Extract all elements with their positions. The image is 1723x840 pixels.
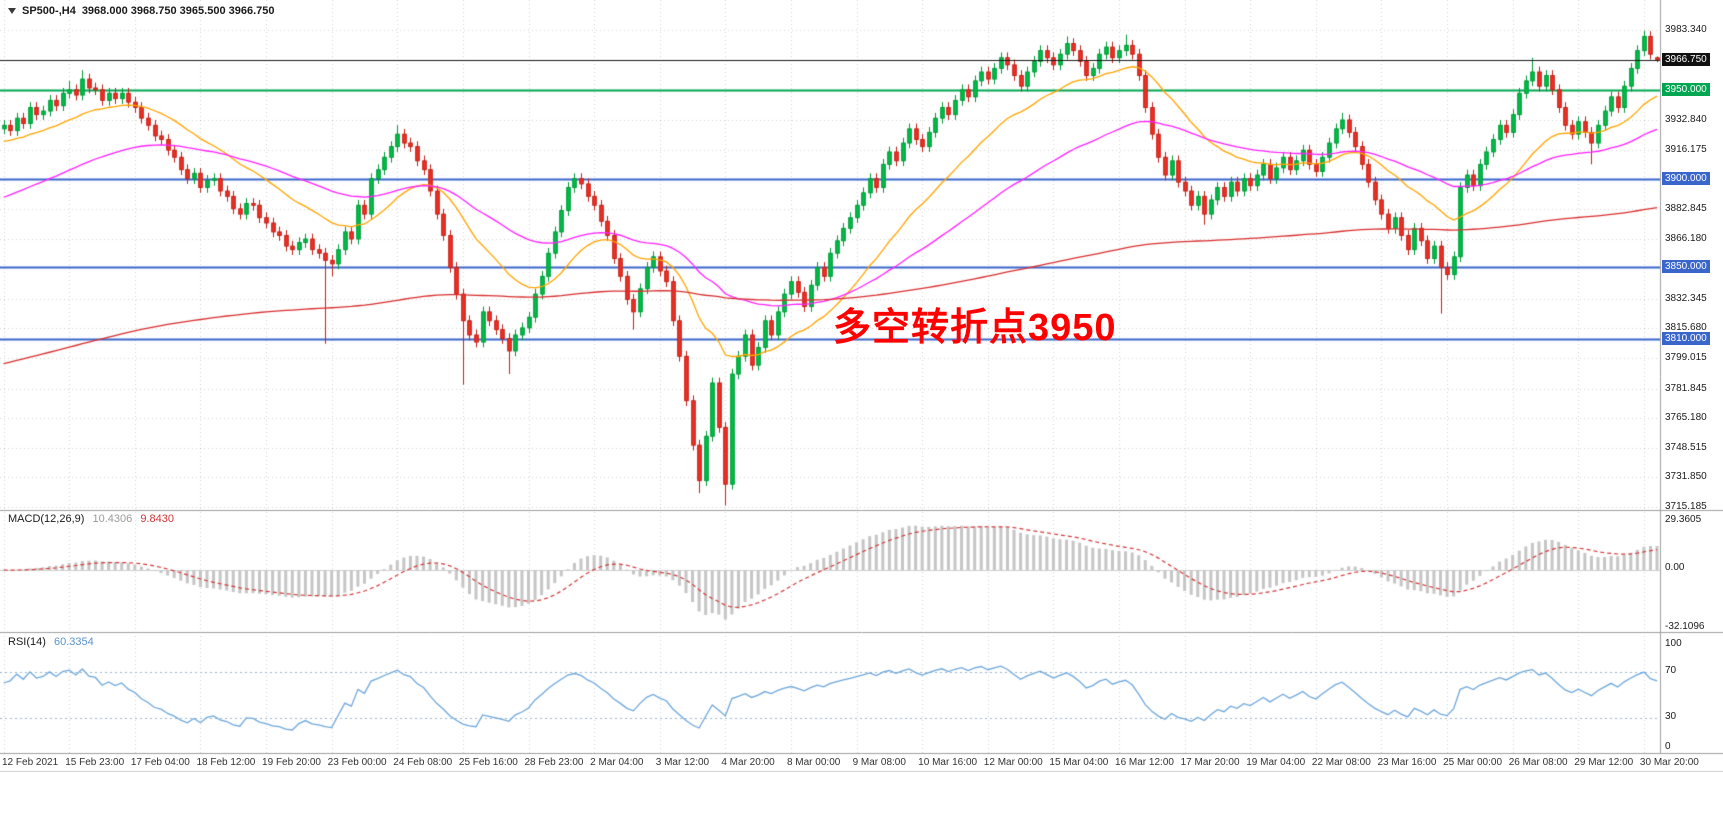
price-axis-label: 3715.185 bbox=[1665, 501, 1707, 512]
current-price-label: 3966.750 bbox=[1662, 52, 1710, 66]
time-axis-label: 28 Feb 23:00 bbox=[524, 757, 584, 768]
time-axis-label: 25 Mar 00:00 bbox=[1443, 757, 1503, 768]
time-axis-label: 19 Feb 20:00 bbox=[262, 757, 321, 768]
macd-main-value: 10.4306 bbox=[92, 513, 133, 525]
time-axis-label: 23 Feb 00:00 bbox=[327, 757, 387, 768]
price-axis-label: 3832.345 bbox=[1665, 292, 1707, 304]
time-axis-label: 15 Feb 23:00 bbox=[65, 757, 125, 768]
hline-price-label: 3850.000 bbox=[1662, 260, 1710, 274]
rsi-name: RSI(14) bbox=[8, 636, 46, 648]
macd-axis-label: -32.1096 bbox=[1665, 621, 1705, 632]
time-axis-label: 17 Mar 20:00 bbox=[1180, 757, 1240, 768]
chart-title: SP500-,H4 3968.000 3968.750 3965.500 396… bbox=[8, 5, 275, 17]
macd-name: MACD(12,26,9) bbox=[8, 513, 85, 525]
time-axis-label: 17 Feb 04:00 bbox=[130, 757, 190, 768]
price-axis-label: 3882.845 bbox=[1665, 203, 1707, 215]
time-axis-label: 8 Mar 00:00 bbox=[786, 757, 841, 768]
hline-price-label: 3950.000 bbox=[1662, 82, 1710, 96]
price-axis-label: 3866.180 bbox=[1665, 232, 1707, 244]
time-axis-label: 22 Mar 08:00 bbox=[1311, 757, 1371, 768]
price-axis-label: 3765.180 bbox=[1665, 412, 1707, 424]
time-axis-label: 3 Mar 12:00 bbox=[655, 757, 710, 768]
hline-price-label: 3900.000 bbox=[1662, 171, 1710, 185]
price-axis-label: 3916.175 bbox=[1665, 143, 1707, 155]
time-axis[interactable]: 12 Feb 2021 15 Feb 23:00 17 Feb 04:00 18 Fe… bbox=[0, 753, 1723, 772]
ohlc-values: 3968.000 3968.750 3965.500 3966.750 bbox=[81, 5, 275, 17]
time-axis-label: 10 Mar 16:00 bbox=[918, 757, 978, 768]
time-axis-label: 15 Mar 04:00 bbox=[1049, 757, 1109, 768]
price-axis-label: 3932.840 bbox=[1665, 114, 1707, 126]
rsi-value: 60.3354 bbox=[53, 636, 94, 648]
price-axis[interactable]: 3983.340 3932.840 3916.175 3882.845 3866.180… bbox=[1661, 0, 1723, 753]
rsi-indicator-label: RSI(14) 60.3354 bbox=[8, 636, 94, 648]
rsi-axis-label: 0 bbox=[1665, 741, 1671, 752]
time-axis-label: 24 Feb 08:00 bbox=[393, 757, 453, 768]
price-axis-label: 3748.515 bbox=[1665, 441, 1707, 453]
chart-plot-area[interactable] bbox=[0, 0, 1723, 772]
time-axis-label: 16 Mar 12:00 bbox=[1115, 757, 1174, 768]
time-axis-label: 23 Mar 16:00 bbox=[1377, 757, 1437, 768]
time-axis-label: 25 Feb 16:00 bbox=[458, 757, 518, 768]
symbol-marker-icon bbox=[8, 8, 16, 14]
chart-text-annotation[interactable]: 多空转折点3950 bbox=[833, 307, 1117, 349]
rsi-axis-label: 70 bbox=[1665, 665, 1677, 676]
macd-indicator-label: MACD(12,26,9) 10.4306 9.8430 bbox=[8, 513, 174, 525]
rsi-axis-label: 30 bbox=[1665, 711, 1677, 722]
time-axis-label: 30 Mar 20:00 bbox=[1639, 757, 1699, 768]
time-axis-label: 2 Mar 04:00 bbox=[590, 757, 644, 768]
time-axis-label: 9 Mar 08:00 bbox=[852, 757, 906, 768]
price-axis-label: 3983.340 bbox=[1665, 24, 1707, 36]
price-axis-label: 3799.015 bbox=[1665, 352, 1707, 364]
hline-price-label: 3810.000 bbox=[1662, 331, 1710, 345]
price-axis-label: 3781.845 bbox=[1665, 382, 1707, 394]
macd-axis-label: 29.3605 bbox=[1665, 514, 1702, 525]
time-axis-label: 26 Mar 08:00 bbox=[1508, 757, 1568, 768]
time-axis-label: 18 Feb 12:00 bbox=[196, 757, 256, 768]
time-axis-label: 19 Mar 04:00 bbox=[1246, 757, 1306, 768]
time-axis-label: 12 Feb 2021 bbox=[2, 757, 59, 768]
time-axis-label: 4 Mar 20:00 bbox=[721, 757, 775, 768]
price-axis-label: 3731.850 bbox=[1665, 471, 1707, 483]
macd-axis-label: 0.00 bbox=[1665, 562, 1685, 573]
time-axis-label: 29 Mar 12:00 bbox=[1574, 757, 1634, 768]
time-axis-label: 12 Mar 00:00 bbox=[983, 757, 1043, 768]
macd-signal-value: 9.8430 bbox=[140, 513, 174, 525]
symbol-timeframe-label: SP500-,H4 bbox=[22, 5, 76, 17]
rsi-axis-label: 100 bbox=[1665, 638, 1682, 649]
price-axis-label: 3815.680 bbox=[1665, 322, 1707, 334]
